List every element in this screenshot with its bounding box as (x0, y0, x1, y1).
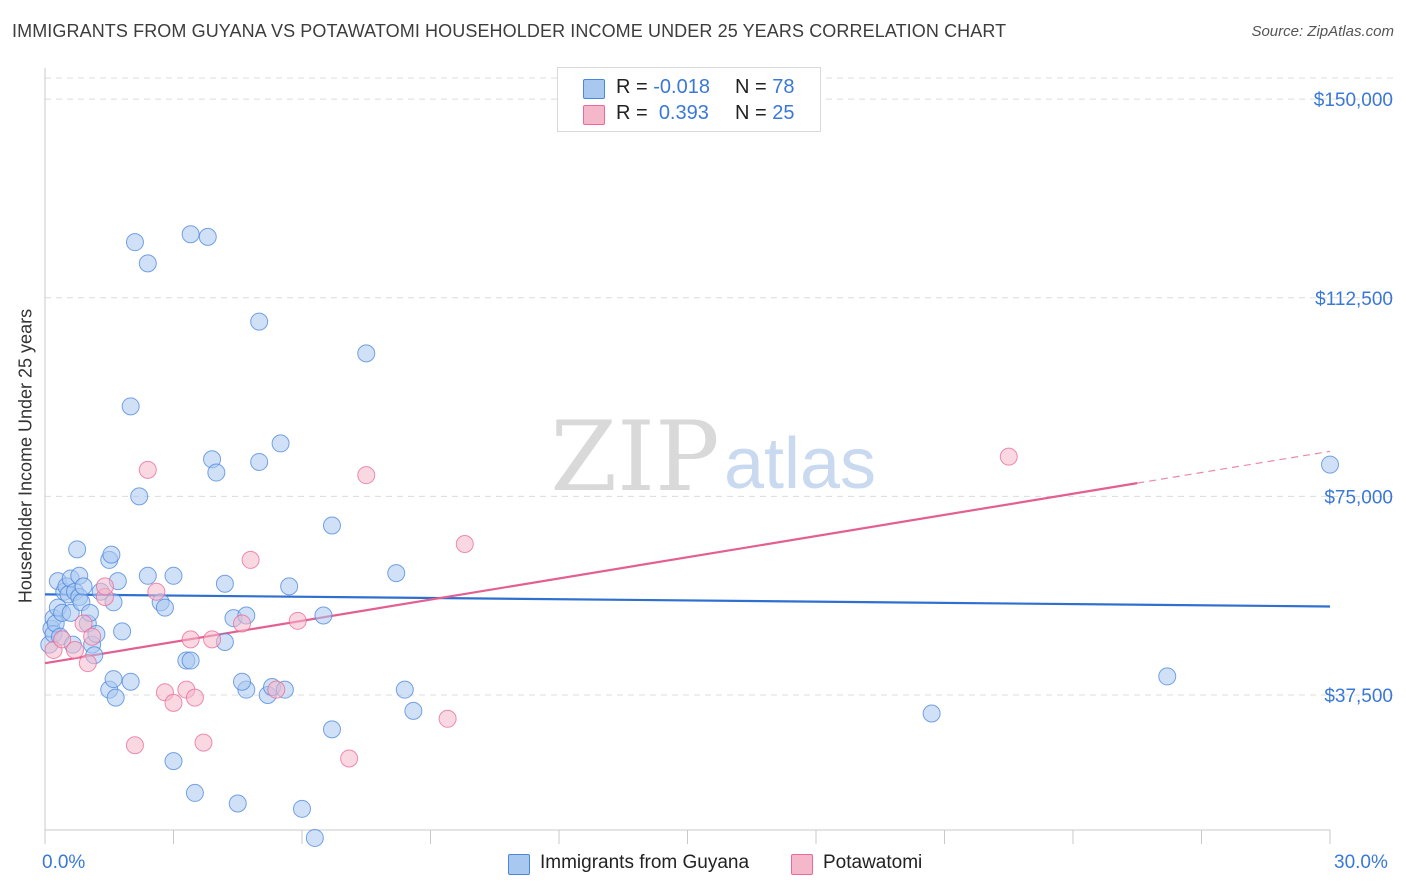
data-point-guyana (185, 783, 204, 802)
data-point-guyana (280, 577, 299, 596)
y-tick-label: $150,000 (1314, 90, 1393, 111)
data-point-guyana (250, 452, 269, 471)
data-point-guyana (138, 566, 157, 585)
data-point-potawatomi (455, 535, 474, 554)
data-point-guyana (250, 312, 269, 331)
data-point-potawatomi (438, 709, 457, 728)
legend-swatch-guyana-bottom (508, 854, 530, 875)
data-point-potawatomi (185, 688, 204, 707)
stats-legend-row-potawatomi: R = 0.393 N = 25 (558, 101, 820, 127)
data-point-guyana (121, 672, 140, 691)
trend-line-guyana (44, 593, 1331, 608)
data-point-guyana (357, 344, 376, 363)
y-tick-label: $112,500 (1315, 289, 1393, 310)
watermark: ZIP atlas (550, 401, 876, 513)
y-tick-labels: $37,500 $75,000 $112,500 $150,000 (1314, 90, 1393, 707)
data-point-guyana (138, 254, 157, 273)
trend-lines (44, 450, 1331, 665)
data-point-guyana (922, 704, 941, 723)
legend-item-guyana: Immigrants from Guyana (508, 852, 768, 876)
data-point-guyana (164, 566, 183, 585)
y-tick-label: $37,500 (1324, 686, 1393, 707)
data-point-guyana (102, 545, 121, 564)
data-point-guyana (305, 828, 324, 847)
data-point-guyana (271, 434, 290, 453)
y-tick-label: $75,000 (1324, 487, 1393, 508)
data-point-guyana (164, 752, 183, 771)
watermark-zip: ZIP (550, 401, 719, 513)
data-point-guyana (181, 225, 200, 244)
data-point-guyana (293, 799, 311, 818)
chart-title: IMMIGRANTS FROM GUYANA VS POTAWATOMI HOU… (12, 21, 1007, 41)
data-point-potawatomi (181, 630, 200, 649)
legend-swatch-potawatomi-bottom (791, 854, 813, 875)
data-point-guyana (215, 574, 234, 593)
chart-source: Source: ZipAtlas.com (1251, 23, 1394, 40)
data-point-potawatomi (78, 654, 97, 673)
data-point-potawatomi (95, 577, 114, 596)
data-point-potawatomi (233, 614, 252, 633)
data-points (40, 225, 1339, 847)
data-point-guyana (155, 598, 174, 617)
data-point-guyana (395, 680, 414, 699)
legend-swatch-potawatomi (583, 105, 605, 125)
data-point-guyana (68, 540, 87, 559)
watermark-atlas: atlas (724, 424, 876, 504)
data-point-guyana (61, 603, 80, 622)
data-point-potawatomi (65, 640, 84, 659)
r-value-guyana: R = -0.018 (616, 76, 710, 98)
data-point-guyana (322, 516, 341, 535)
data-point-potawatomi (241, 550, 260, 569)
legend-item-potawatomi: Potawatomi (791, 852, 941, 876)
data-point-guyana (404, 701, 423, 720)
data-point-guyana (207, 463, 226, 482)
trend-line-potawatomi (44, 482, 1138, 665)
data-point-guyana (1321, 455, 1339, 474)
x-tick-min: 0.0% (42, 852, 86, 873)
data-point-guyana (314, 606, 333, 625)
r-value-potawatomi: R = 0.393 (616, 102, 709, 124)
data-point-guyana (113, 622, 132, 641)
data-point-potawatomi (125, 736, 144, 755)
data-point-potawatomi (288, 611, 307, 630)
data-point-potawatomi (147, 582, 166, 601)
data-point-potawatomi (999, 447, 1018, 466)
data-point-guyana (106, 688, 125, 707)
data-point-guyana (1158, 667, 1177, 686)
data-point-guyana (181, 651, 200, 670)
stats-legend: R = -0.018 N = 78 R = 0.393 N = 25 (557, 67, 821, 132)
data-point-guyana (228, 794, 247, 813)
legend-label-guyana: Immigrants from Guyana (540, 852, 750, 873)
data-point-guyana (322, 720, 341, 739)
data-point-guyana (233, 672, 252, 691)
n-value-potawatomi: N = 25 (735, 102, 795, 124)
data-point-potawatomi (53, 630, 72, 649)
data-point-guyana (74, 577, 93, 596)
data-point-potawatomi (357, 466, 376, 485)
legend-swatch-guyana (583, 79, 605, 99)
data-point-potawatomi (138, 460, 157, 479)
y-axis-label: Householder Income Under 25 years (15, 308, 36, 604)
gridlines (45, 77, 1395, 696)
trend-line-potawatomi-extension (1137, 450, 1331, 484)
data-point-guyana (104, 670, 123, 689)
data-point-potawatomi (340, 749, 359, 768)
data-point-guyana (198, 227, 217, 246)
data-point-guyana (121, 397, 140, 416)
data-point-potawatomi (203, 630, 222, 649)
data-point-potawatomi (267, 680, 286, 699)
n-value-guyana: N = 78 (735, 76, 795, 98)
data-point-potawatomi (194, 733, 213, 752)
data-point-potawatomi (83, 627, 102, 646)
axes (44, 68, 1331, 844)
data-point-guyana (130, 487, 149, 506)
data-point-guyana (387, 564, 406, 583)
stats-legend-row-guyana: R = -0.018 N = 78 (558, 75, 820, 101)
legend-label-potawatomi: Potawatomi (823, 852, 923, 873)
data-point-potawatomi (164, 693, 183, 712)
data-point-guyana (125, 233, 144, 252)
x-tick-max: 30.0% (1334, 852, 1388, 873)
data-point-potawatomi (74, 614, 93, 633)
